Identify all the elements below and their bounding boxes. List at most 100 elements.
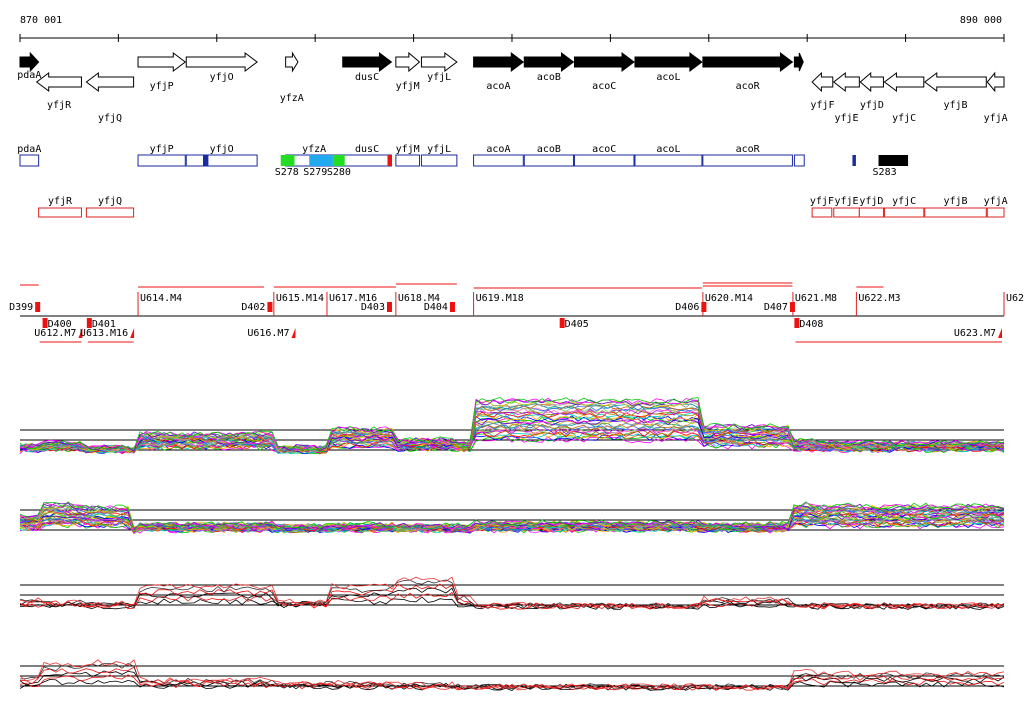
- transcript-label: yfjQ: [98, 196, 122, 207]
- up-shift-label: U617.M16: [329, 293, 377, 304]
- transcript-plus: [473, 154, 524, 167]
- transcript-label: acoA: [486, 144, 510, 155]
- transcript-track: pdaA yfjP yfjO yfzA dusC yfjM yfjL acoA acoB acoC…: [17, 144, 1008, 218]
- transcript-plus: [342, 154, 392, 167]
- segment-label: S280: [327, 167, 351, 178]
- transcript-plus: [137, 154, 186, 167]
- profile-panel-4: [19, 659, 1005, 691]
- profile-line: [19, 659, 1005, 690]
- gene-label: yfjO: [210, 72, 234, 83]
- transcript-plus: [793, 154, 805, 167]
- gene-label: yfjR: [47, 100, 72, 111]
- transcript-label: yfjO: [210, 144, 234, 155]
- transcript-plus: [523, 154, 574, 167]
- gene-arrow-plus: [342, 52, 393, 72]
- profile-line: [19, 397, 1005, 451]
- profile-panel-1: [19, 396, 1005, 455]
- down-shift-label: D406: [675, 302, 699, 313]
- gene-label: yfjD: [860, 100, 884, 111]
- segment-label: S279: [303, 167, 327, 178]
- down-shift-label: D402: [241, 302, 265, 313]
- up-shift-label: U615.M14: [276, 293, 324, 304]
- gene-arrow-plus: [793, 52, 804, 72]
- transcript-label: dusC: [355, 144, 379, 155]
- down-shift-mark: [86, 318, 92, 328]
- gene-arrow-minus: [883, 72, 925, 92]
- up-shift-mark: [998, 328, 1003, 338]
- transcript-plus: [185, 154, 258, 167]
- up-shift-label: U613.M16: [80, 328, 128, 339]
- up-shift-label: U621.M8: [795, 293, 837, 304]
- down-shift-label: D401: [92, 319, 116, 330]
- gene-label: dusC: [355, 72, 379, 83]
- gene-label: yfjB: [943, 100, 967, 111]
- profile-line: [19, 579, 1005, 609]
- transcript-label: yfjB: [943, 196, 967, 207]
- up-shift-label: U619.M18: [476, 293, 524, 304]
- down-shift-label: D404: [424, 302, 448, 313]
- transcript-label: acoB: [537, 144, 561, 155]
- expression-profile-panels: [19, 396, 1005, 691]
- gene-label: yfjE: [835, 113, 859, 124]
- gene-arrow-plus: [185, 52, 258, 72]
- gene-arrow-plus: [137, 52, 187, 72]
- down-shift-mark: [701, 302, 707, 312]
- gene-arrow-plus: [420, 52, 458, 72]
- axis-start-label: 870 001: [20, 15, 62, 26]
- down-shift-mark: [35, 302, 41, 312]
- gene-arrow-minus: [859, 71, 884, 93]
- profile-line: [19, 502, 1005, 530]
- gene-arrow-minus: [986, 71, 1005, 93]
- transcript-label: yfzA: [302, 144, 326, 155]
- up-shift-label: U620.M14: [705, 293, 753, 304]
- down-shift-label: D407: [764, 302, 788, 313]
- up-shift-label: U612.M7: [34, 328, 76, 339]
- segment-mark: [852, 155, 856, 166]
- gene-arrow-minus: [85, 72, 135, 92]
- segment-mark: [309, 155, 333, 166]
- transcript-label: yfjP: [150, 144, 174, 155]
- transcript-label: yfjC: [892, 196, 916, 207]
- down-shift-label: D399: [9, 302, 33, 313]
- up-shift-label: U614.M4: [140, 293, 182, 304]
- profile-line: [19, 591, 1005, 610]
- segment-label: S283: [873, 167, 897, 178]
- gene-label: yfzA: [280, 93, 304, 104]
- gene-arrow-minus: [811, 71, 834, 93]
- gene-arrow-plus: [395, 51, 421, 73]
- up-shift-mark: [291, 328, 296, 338]
- down-shift-mark: [386, 302, 392, 312]
- segment-mark: [332, 155, 345, 166]
- profile-line: [19, 408, 1005, 453]
- transcript-plus: [395, 154, 420, 167]
- down-shift-mark: [267, 302, 273, 312]
- up-shift-label: U618.M4: [398, 293, 440, 304]
- transcript-minus: [883, 207, 925, 218]
- profile-line: [19, 501, 1005, 532]
- gene-arrow-plus: [285, 51, 299, 73]
- transcript-label: yfjF: [810, 196, 834, 207]
- profile-line: [19, 396, 1005, 451]
- up-shift-mark: [130, 328, 135, 338]
- gene-label: yfjM: [396, 81, 420, 92]
- down-shift-mark: [789, 302, 795, 312]
- transcript-minus: [924, 207, 987, 218]
- profile-panel-2: [19, 501, 1005, 535]
- gene-label: yfjC: [892, 113, 916, 124]
- gene-label: pdaA: [17, 70, 41, 81]
- transcript-plus: [420, 154, 458, 167]
- gene-arrow-plus: [702, 52, 794, 72]
- segment-mark: [280, 155, 295, 166]
- transcript-minus: [85, 207, 135, 218]
- down-shift-label: D400: [48, 319, 72, 330]
- gene-arrow-minus: [35, 72, 82, 92]
- transcript-label: acoR: [736, 144, 761, 155]
- down-shift-label: D403: [361, 302, 385, 313]
- gene-label: acoB: [537, 72, 561, 83]
- down-shift-label: D408: [799, 319, 823, 330]
- transcript-label: yfjL: [427, 144, 451, 155]
- profile-line: [19, 508, 1005, 531]
- transcript-minus: [858, 207, 884, 218]
- segment-mark: [387, 155, 392, 166]
